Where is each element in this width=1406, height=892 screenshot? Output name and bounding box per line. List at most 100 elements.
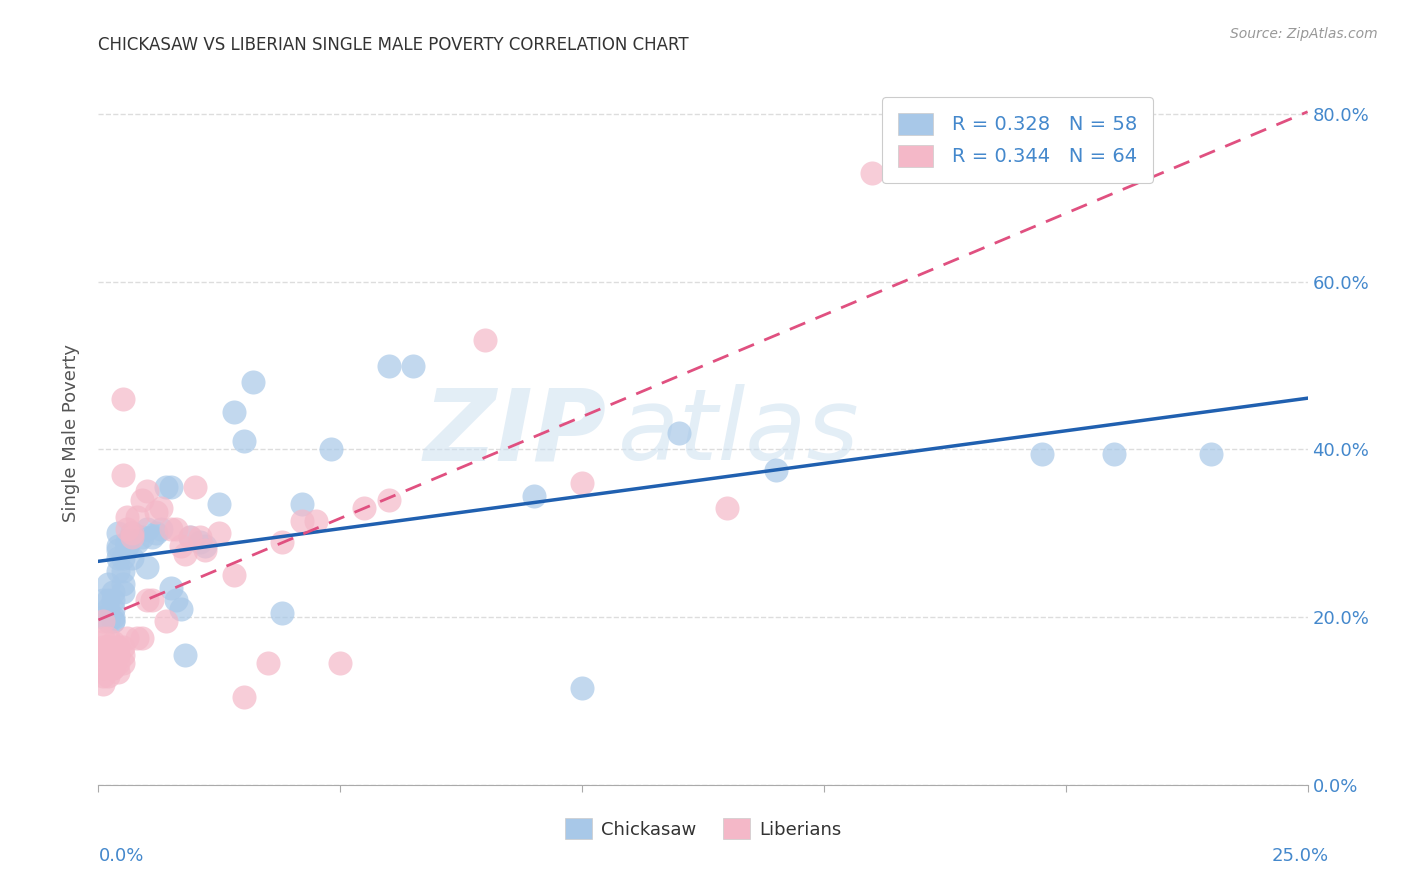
Point [169, 602, 191, 616]
Point [179, 531, 201, 545]
Point [150, 522, 173, 536]
Point [111, 640, 134, 654]
Point [174, 547, 197, 561]
Point [107, 564, 129, 578]
Point [107, 539, 129, 553]
Point [101, 635, 124, 649]
Point [135, 593, 157, 607]
Point [117, 522, 139, 536]
Point [121, 526, 143, 541]
Point [135, 522, 157, 536]
Point [107, 551, 129, 566]
Point [208, 497, 231, 511]
Point [127, 534, 149, 549]
Point [97, 602, 120, 616]
Point [131, 492, 153, 507]
Point [127, 509, 149, 524]
Point [101, 652, 124, 666]
Point [256, 657, 278, 671]
Point [194, 543, 217, 558]
Point [141, 593, 163, 607]
Point [111, 576, 134, 591]
Point [117, 509, 139, 524]
Point [329, 657, 352, 671]
Point [174, 648, 197, 662]
Point [97, 593, 120, 607]
Point [107, 543, 129, 558]
Point [91, 677, 114, 691]
Text: atlas: atlas [619, 384, 860, 481]
Point [107, 640, 129, 654]
Point [194, 539, 217, 553]
Point [160, 522, 183, 536]
Legend: Chickasaw, Liberians: Chickasaw, Liberians [557, 811, 849, 847]
Point [165, 593, 187, 607]
Point [716, 501, 738, 516]
Point [571, 681, 593, 696]
Point [474, 334, 496, 348]
Point [111, 392, 134, 406]
Point [169, 539, 191, 553]
Point [91, 615, 114, 629]
Point [121, 526, 143, 541]
Point [111, 551, 134, 566]
Point [135, 484, 157, 499]
Point [117, 534, 139, 549]
Point [117, 539, 139, 553]
Text: ZIP: ZIP [423, 384, 606, 481]
Point [121, 531, 143, 545]
Text: CHICKASAW VS LIBERIAN SINGLE MALE POVERTY CORRELATION CHART: CHICKASAW VS LIBERIAN SINGLE MALE POVERT… [98, 36, 689, 54]
Point [121, 551, 143, 566]
Point [188, 531, 211, 545]
Point [107, 648, 129, 662]
Point [141, 531, 163, 545]
Point [377, 492, 399, 507]
Point [271, 606, 294, 620]
Point [111, 585, 134, 599]
Point [101, 602, 124, 616]
Point [179, 531, 201, 545]
Point [101, 644, 124, 658]
Point [101, 585, 124, 599]
Point [232, 434, 254, 448]
Point [101, 610, 124, 624]
Point [97, 640, 120, 654]
Point [165, 522, 187, 536]
Point [101, 615, 124, 629]
Point [160, 581, 183, 595]
Point [145, 505, 167, 519]
Point [208, 526, 231, 541]
Point [91, 660, 114, 674]
Point [402, 359, 425, 373]
Point [127, 631, 149, 645]
Point [91, 669, 114, 683]
Point [184, 480, 207, 494]
Point [353, 501, 375, 516]
Point [107, 526, 129, 541]
Point [91, 640, 114, 654]
Point [101, 644, 124, 658]
Text: Source: ZipAtlas.com: Source: ZipAtlas.com [1230, 27, 1378, 41]
Point [97, 615, 120, 629]
Point [222, 404, 245, 418]
Point [131, 531, 153, 545]
Point [101, 593, 124, 607]
Point [111, 657, 134, 671]
Point [668, 425, 690, 440]
Point [97, 631, 120, 645]
Point [111, 467, 134, 482]
Point [131, 631, 153, 645]
Text: 0.0%: 0.0% [98, 847, 143, 865]
Point [290, 497, 312, 511]
Y-axis label: Single Male Poverty: Single Male Poverty [62, 343, 80, 522]
Point [188, 534, 211, 549]
Point [1031, 447, 1053, 461]
Point [222, 568, 245, 582]
Point [155, 615, 177, 629]
Point [101, 660, 124, 674]
Point [111, 648, 134, 662]
Point [101, 615, 124, 629]
Point [97, 669, 120, 683]
Point [155, 480, 177, 494]
Point [117, 631, 139, 645]
